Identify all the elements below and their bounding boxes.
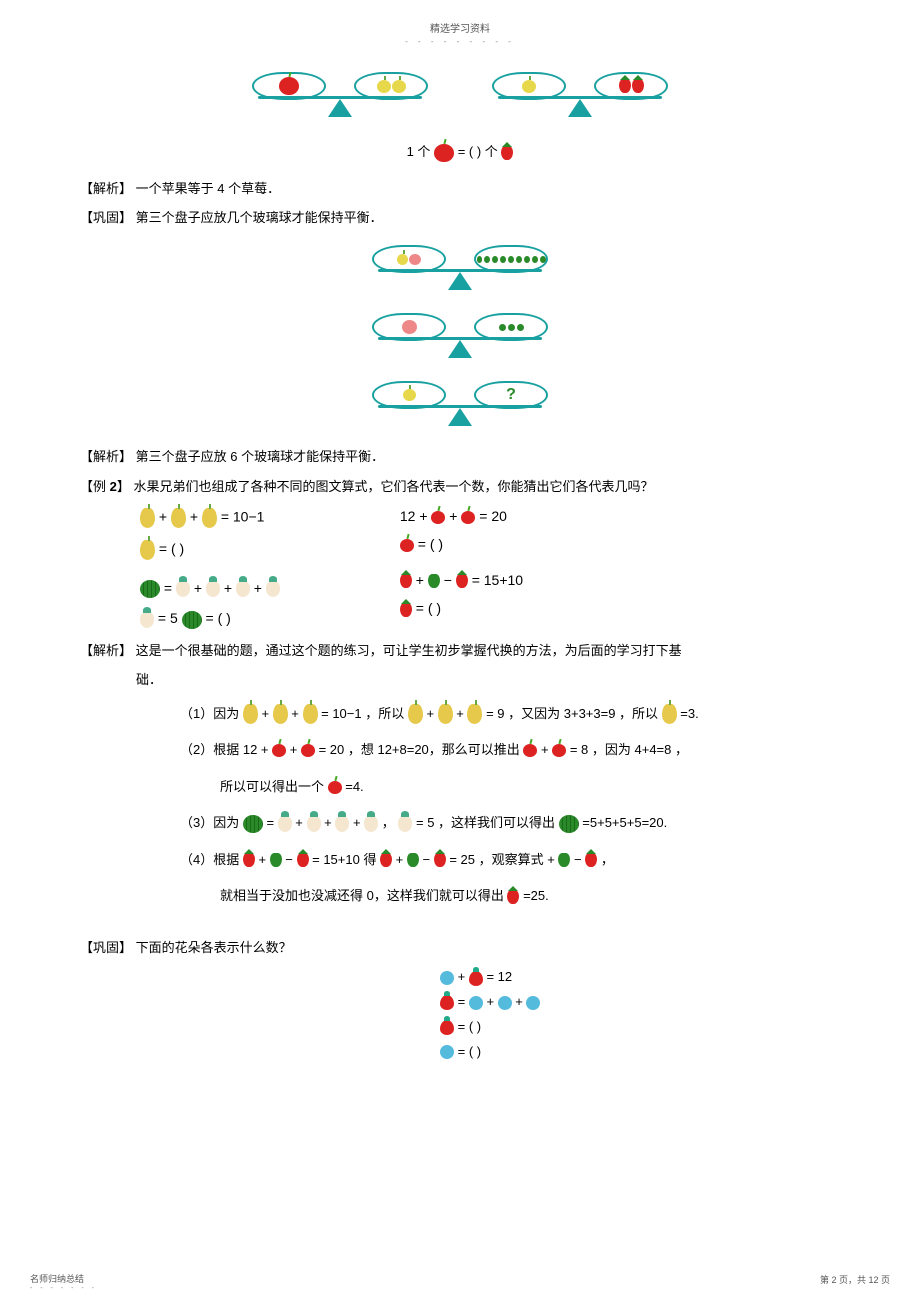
step-2: （2）根据 12 + + = 20 ，想 12+8=20，那么可以推出 + = … bbox=[180, 736, 840, 765]
footer-left: 名师归纳总结 - - - - - - - bbox=[30, 1272, 97, 1292]
example-2-title: 【例 2】 水果兄弟们也组成了各种不同的图文算式，它们各代表一个数，你能猜出它们… bbox=[80, 475, 840, 498]
figure-scales-2: ? bbox=[80, 239, 840, 435]
analysis-3: 【解析】 这是一个很基础的题，通过这个题的练习，可让学生初步掌握代换的方法，为后… bbox=[80, 639, 840, 662]
flower-blue-icon bbox=[440, 971, 454, 985]
header-dots: - - - - - - - - - bbox=[80, 37, 840, 46]
step-4b: 就相当于没加也没减还得 0，这样我们就可以得出 =25. bbox=[220, 882, 840, 911]
scale-apple-lemon bbox=[250, 66, 430, 126]
consolidate-1: 【巩固】 第三个盘子应放几个玻璃球才能保持平衡． bbox=[80, 206, 840, 229]
consolidate-2: 【巩固】 下面的花朵各表示什么数？ bbox=[80, 936, 840, 959]
figure-scales-1 bbox=[80, 66, 840, 126]
strawberry-icon bbox=[501, 146, 513, 160]
flower-equations: + = 12 = + + = ( ) = ( ) bbox=[440, 965, 840, 1064]
step-4: （4）根据 + − = 15+10 得 + − = 25 ，观察算式 + − ， bbox=[180, 846, 840, 875]
equation-apple-strawberry: 1 个 = ( ) 个 bbox=[80, 141, 840, 162]
flower-red-icon bbox=[469, 971, 483, 986]
step-1: （1）因为 + + = 10−1 ，所以 + + = 9 ，又因为 3+3+3=… bbox=[180, 700, 840, 729]
analysis-2: 【解析】 第三个盘子应放 6 个玻璃球才能保持平衡． bbox=[80, 445, 840, 468]
header-title: 精选学习资料 bbox=[80, 20, 840, 35]
example-2-equations: + + = 10−1 = ( ) = + + + = 5 = ( ) 12 + … bbox=[140, 508, 840, 629]
question-mark: ? bbox=[506, 386, 516, 404]
scale-lemon-strawberry bbox=[490, 66, 670, 126]
analysis-3-cont: 础． bbox=[136, 668, 840, 691]
step-2b: 所以可以得出一个 =4. bbox=[220, 773, 840, 802]
apple-icon bbox=[434, 144, 454, 162]
analysis-1: 【解析】 一个苹果等于 4 个草莓． bbox=[80, 177, 840, 200]
footer-right: 第 2 页，共 12 页 bbox=[820, 1273, 890, 1286]
step-3: （3）因为 = + + + ， = 5 ，这样我们可以得出 =5+5+5+5=2… bbox=[180, 809, 840, 838]
